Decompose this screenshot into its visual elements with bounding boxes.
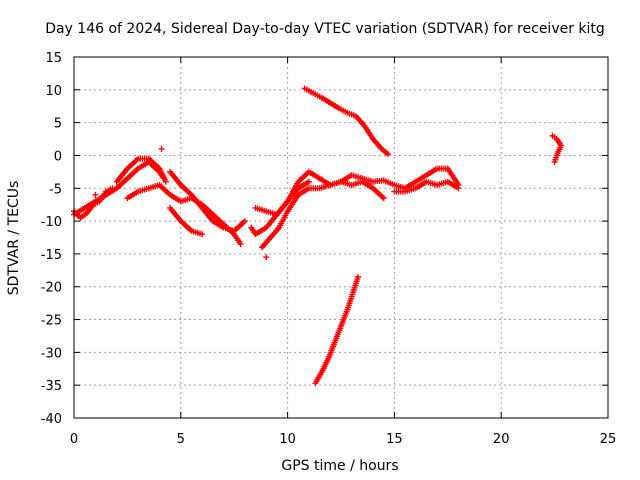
y-tick-label: 15 xyxy=(45,51,62,66)
x-tick-label: 25 xyxy=(600,432,617,447)
x-axis-label: GPS time / hours xyxy=(281,458,398,474)
data-point xyxy=(241,218,248,225)
x-tick-label: 15 xyxy=(386,432,403,447)
data-point xyxy=(158,145,165,152)
data-point xyxy=(380,195,387,202)
data-point xyxy=(551,159,558,166)
y-tick-label: -20 xyxy=(41,281,62,296)
data-point xyxy=(384,151,391,158)
x-axis-ticks: 0 5 10 15 20 25 xyxy=(70,57,616,447)
y-tick-label: 5 xyxy=(54,117,62,132)
x-tick-label: 10 xyxy=(279,432,296,447)
data-point xyxy=(355,273,362,280)
y-tick-label: -40 xyxy=(41,412,62,427)
y-tick-label: -15 xyxy=(41,248,62,263)
data-points xyxy=(71,85,565,387)
x-tick-label: 0 xyxy=(70,432,78,447)
y-axis-ticks: 15 10 5 0 -5 -10 -15 -20 -25 -30 -35 -40 xyxy=(41,51,608,427)
data-point xyxy=(305,178,312,185)
data-point xyxy=(237,241,244,248)
y-tick-label: -25 xyxy=(41,314,62,329)
x-tick-label: 5 xyxy=(177,432,185,447)
data-point xyxy=(92,191,99,198)
data-point xyxy=(199,231,206,238)
x-tick-label: 20 xyxy=(493,432,510,447)
plot-frame xyxy=(73,56,609,419)
y-tick-label: 0 xyxy=(54,149,62,164)
data-point xyxy=(162,178,169,185)
y-tick-label: -30 xyxy=(41,346,62,361)
y-tick-label: -5 xyxy=(49,182,62,197)
y-axis-label: SDTVAR / TECUs xyxy=(6,181,22,296)
y-tick-label: -10 xyxy=(41,215,62,230)
y-tick-label: -35 xyxy=(41,379,62,394)
data-point xyxy=(455,185,462,192)
data-point xyxy=(263,254,270,261)
y-tick-label: 10 xyxy=(45,84,62,99)
chart-title: Day 146 of 2024, Sidereal Day-to-day VTE… xyxy=(45,21,605,37)
